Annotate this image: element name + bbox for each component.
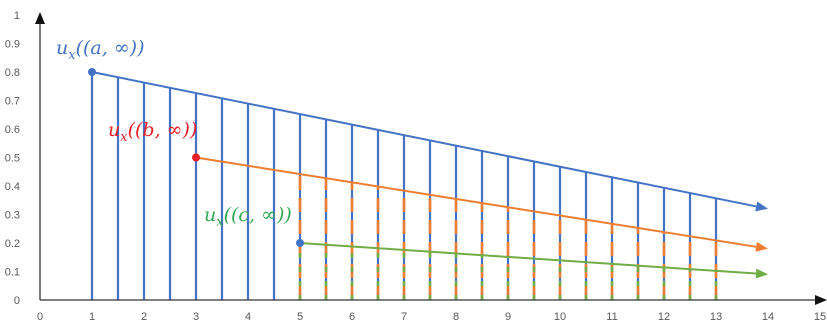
y-axis-arrow (35, 12, 45, 24)
y-tick-label: 0.4 (5, 181, 20, 193)
y-tick-label: 0.9 (5, 39, 20, 51)
annotation-a: ux((a, ∞)) (56, 37, 144, 63)
annotation-c: ux((c, ∞)) (204, 204, 292, 230)
x-tick-labels: 0 1 2 3 4 5 6 7 8 9 10 11 12 13 14 15 (37, 311, 826, 323)
y-tick-label: 0.6 (5, 124, 20, 136)
x-axis-arrow (815, 295, 827, 305)
trend-line-c (299, 242, 757, 275)
x-tick-label: 5 (297, 311, 303, 323)
trend-line-a (91, 71, 757, 208)
annotation-b: ux((b, ∞)) (108, 119, 197, 145)
x-tick-label: 10 (554, 311, 566, 323)
y-tick-label: 0.7 (5, 96, 20, 108)
start-point-a (88, 68, 96, 76)
x-tick-label: 1 (89, 311, 95, 323)
start-point-b (192, 153, 200, 162)
axes (35, 12, 827, 305)
x-tick-label: 12 (658, 311, 670, 323)
x-tick-label: 8 (453, 311, 459, 323)
y-tick-label: 0.2 (5, 238, 20, 250)
x-tick-label: 0 (37, 311, 43, 323)
x-tick-label: 14 (762, 311, 774, 323)
start-markers (88, 68, 304, 247)
x-tick-label: 9 (505, 311, 511, 323)
vertical-lines (90, 72, 718, 300)
y-tick-label: 1 (14, 10, 20, 22)
trend-line-b (195, 156, 757, 248)
y-tick-labels: 0 0.1 0.2 0.3 0.4 0.5 0.6 0.7 0.8 0.9 1 (5, 10, 20, 307)
start-point-c (296, 239, 304, 247)
x-tick-label: 11 (606, 311, 617, 323)
y-tick-label: 0.8 (5, 67, 20, 79)
y-tick-label: 0.3 (5, 210, 20, 222)
y-tick-label: 0.1 (5, 267, 20, 279)
x-tick-label: 13 (710, 311, 722, 323)
trend-arrow-b (755, 241, 768, 252)
trend-lines (91, 71, 768, 279)
x-tick-label: 3 (193, 311, 199, 323)
x-tick-label: 6 (349, 311, 355, 323)
x-tick-label: 15 (814, 311, 826, 323)
x-tick-label: 7 (401, 311, 407, 323)
trend-arrow-a (755, 201, 768, 212)
x-tick-label: 4 (245, 311, 251, 323)
x-tick-label: 2 (141, 311, 147, 323)
y-tick-label: 0.5 (5, 153, 20, 165)
y-tick-label: 0 (14, 295, 20, 307)
trend-arrow-c (755, 268, 768, 279)
